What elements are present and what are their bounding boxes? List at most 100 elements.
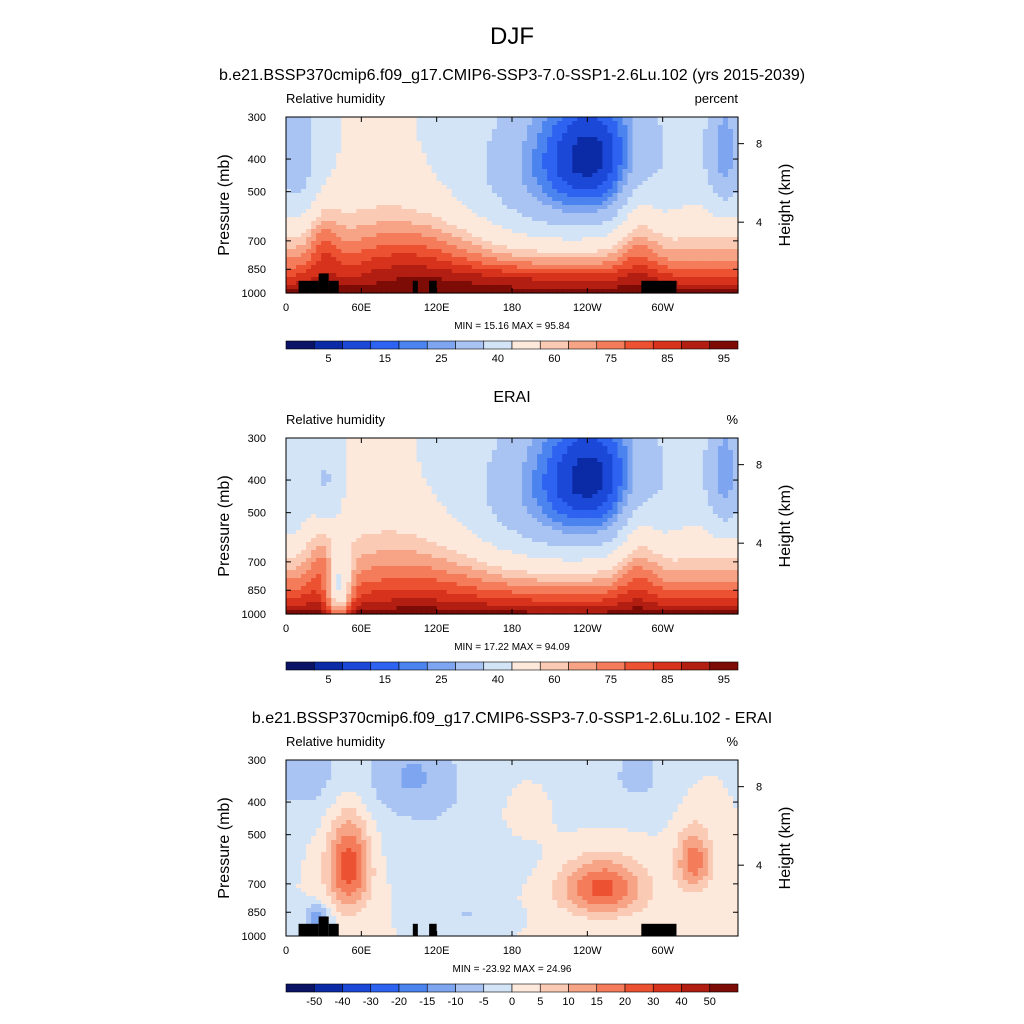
field-cell [638,261,644,266]
field-cell [316,133,322,138]
field-cell [346,177,352,182]
field-cell [633,217,639,222]
field-cell [572,181,578,186]
field-cell [577,221,583,226]
field-cell [417,245,423,250]
field-cell [356,277,362,282]
field-cell [617,233,623,238]
field-cell [366,442,372,447]
field-cell [467,165,473,170]
field-cell [703,458,709,463]
field-cell [703,213,709,218]
field-cell [386,237,392,242]
field-cell [718,225,724,230]
field-cell [643,189,649,194]
field-cell [522,466,528,471]
field-cell [422,462,428,467]
field-cell [361,446,367,451]
field-cell [633,137,639,142]
field-cell [577,281,583,286]
field-cell [341,221,347,226]
field-cell [502,474,508,479]
field-cell [492,442,498,447]
field-cell [447,273,453,278]
field-cell [582,173,588,178]
field-cell [572,265,578,270]
field-cell [472,189,478,194]
field-cell [351,237,357,242]
field-cell [497,446,503,451]
field-cell [592,173,598,178]
field-cell [638,221,644,226]
field-cell [492,438,498,443]
field-cell [427,237,433,242]
colorbar-swatch [343,341,371,349]
field-cell [527,169,533,174]
field-cell [688,237,694,242]
field-cell [311,117,317,122]
field-cell [643,157,649,162]
field-cell [472,277,478,282]
field-cell [402,117,408,122]
field-cell [452,253,458,258]
field-cell [507,177,513,182]
field-cell [547,466,553,471]
field-cell [557,265,563,270]
field-cell [653,454,659,459]
field-cell [612,249,618,254]
field-cell [668,261,674,266]
field-cell [447,237,453,242]
field-cell [547,169,553,174]
field-cell [678,213,684,218]
field-cell [286,141,292,146]
field-cell [512,458,518,463]
field-cell [617,450,623,455]
field-cell [462,237,468,242]
field-cell [457,133,463,138]
field-cell [457,442,463,447]
field-cell [713,273,719,278]
field-cell [457,237,463,242]
field-cell [356,165,362,170]
field-cell [713,133,719,138]
field-cell [678,442,684,447]
field-cell [537,285,543,290]
field-cell [522,237,528,242]
field-cell [482,285,488,290]
field-cell [552,125,558,130]
field-cell [728,265,734,270]
field-cell [467,145,473,150]
field-cell [402,241,408,246]
field-cell [633,229,639,234]
field-cell [718,189,724,194]
field-cell [361,189,367,194]
field-cell [321,185,327,190]
field-cell [472,253,478,258]
colorbar-label: 5 [325,353,331,365]
field-cell [693,253,699,258]
field-cell [527,269,533,274]
field-cell [336,245,342,250]
field-cell [321,213,327,218]
field-cell [572,446,578,451]
field-cell [567,462,573,467]
field-cell [577,169,583,174]
field-cell [587,261,593,266]
field-cell [321,454,327,459]
field-cell [467,245,473,250]
field-cell [361,442,367,447]
field-cell [306,209,312,214]
field-cell [477,181,483,186]
field-cell [688,241,694,246]
field-cell [396,454,402,459]
field-cell [502,153,508,158]
field-cell [497,117,503,122]
field-cell [482,145,488,150]
field-cell [452,177,458,182]
field-cell [557,285,563,290]
field-cell [547,277,553,282]
field-cell [723,221,729,226]
field-cell [587,233,593,238]
field-cell [447,438,453,443]
field-cell [437,197,443,202]
